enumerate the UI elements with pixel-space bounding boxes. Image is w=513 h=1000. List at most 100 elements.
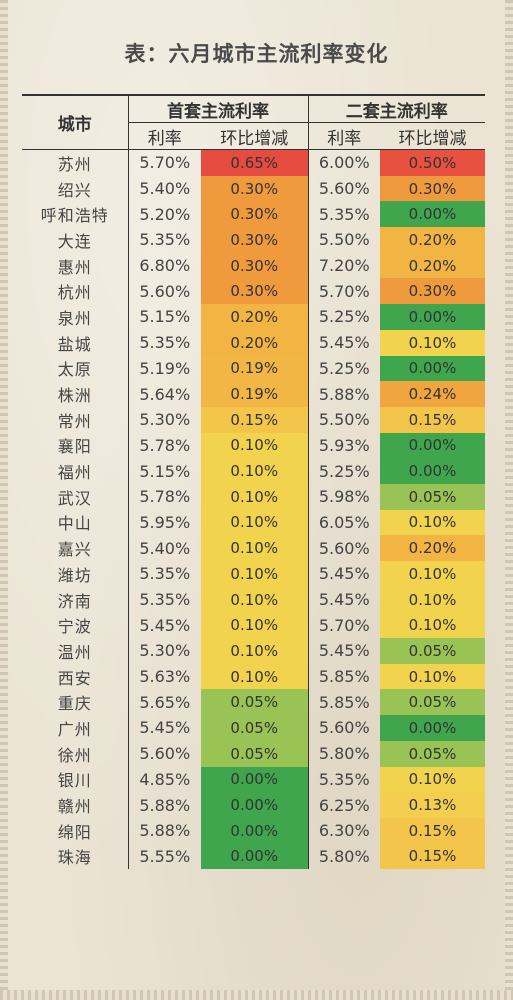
second-rate-cell: 5.88% [318, 384, 370, 404]
first-rate-cell: 5.19% [139, 358, 191, 378]
header-first-group: 首套主流利率 [128, 95, 309, 123]
table-row: 宁波 5.45% 0.10% 5.70% 0.10% [22, 612, 485, 639]
second-rate-cell: 5.50% [318, 230, 370, 250]
city-name: 银川 [22, 766, 129, 793]
table-row: 株洲 5.64% 0.19% 5.88% 0.24% [22, 381, 485, 407]
second-rate-cell: 5.85% [318, 692, 370, 712]
second-change-cell: 0.00% [380, 458, 485, 484]
city-name: 呼和浩特 [22, 201, 129, 228]
city-name: 惠州 [22, 252, 129, 279]
city-name: 重庆 [22, 689, 129, 716]
first-change-cell: 0.00% [201, 843, 309, 870]
city-name: 西安 [22, 663, 129, 690]
first-rate-cell: 5.78% [139, 487, 191, 507]
first-rate-cell: 5.35% [139, 333, 191, 353]
city-name: 杭州 [22, 278, 129, 305]
second-change-cell: 0.30% [380, 278, 485, 305]
city-name: 苏州 [22, 149, 129, 176]
first-rate-cell: 5.20% [139, 204, 191, 224]
first-rate-cell: 6.80% [139, 256, 191, 276]
table-row: 苏州 5.70% 0.65% 6.00% 0.50% [22, 149, 485, 176]
first-change-cell: 0.05% [201, 689, 309, 716]
table-row: 嘉兴 5.40% 0.10% 5.60% 0.20% [22, 535, 485, 561]
city-name: 温州 [22, 638, 129, 664]
first-change-cell: 0.30% [201, 201, 309, 228]
city-name: 赣州 [22, 792, 129, 818]
table-row: 泉州 5.15% 0.20% 5.25% 0.00% [22, 304, 485, 330]
second-change-cell: 0.10% [380, 766, 485, 793]
first-rate-cell: 5.15% [139, 461, 191, 481]
first-change-cell: 0.65% [201, 149, 309, 176]
second-change-cell: 0.30% [380, 175, 485, 202]
table-row: 绍兴 5.40% 0.30% 5.60% 0.30% [22, 175, 485, 202]
second-change-cell: 0.15% [380, 817, 485, 844]
second-change-cell: 0.00% [380, 715, 485, 741]
first-change-cell: 0.10% [201, 638, 309, 664]
first-change-cell: 0.10% [201, 586, 309, 613]
header-second-rate: 利率 [308, 122, 380, 150]
second-rate-cell: 5.45% [318, 590, 370, 610]
paper-edge-right [505, 0, 513, 1000]
first-rate-cell: 4.85% [139, 769, 191, 789]
second-rate-cell: 5.80% [318, 846, 370, 866]
first-rate-cell: 5.15% [139, 307, 191, 327]
first-change-cell: 0.19% [201, 355, 309, 382]
first-rate-cell: 5.40% [139, 179, 191, 199]
first-change-cell: 0.10% [201, 432, 309, 459]
second-change-cell: 0.10% [380, 663, 485, 690]
first-rate-cell: 5.35% [139, 564, 191, 584]
first-rate-cell: 5.30% [139, 410, 191, 430]
first-rate-cell: 5.88% [139, 821, 191, 841]
table-row: 绵阳 5.88% 0.00% 6.30% 0.15% [22, 817, 485, 844]
table-row: 赣州 5.88% 0.00% 6.25% 0.13% [22, 792, 485, 818]
table-row: 西安 5.63% 0.10% 5.85% 0.10% [22, 663, 485, 690]
city-name: 福州 [22, 458, 129, 484]
second-rate-cell: 5.35% [318, 204, 370, 224]
table-row: 太原 5.19% 0.19% 5.25% 0.00% [22, 355, 485, 382]
first-rate-cell: 5.78% [139, 435, 191, 455]
city-name: 泉州 [22, 304, 129, 330]
header-first-change: 环比增减 [201, 122, 309, 150]
header-second-group: 二套主流利率 [308, 95, 485, 123]
first-change-cell: 0.30% [201, 252, 309, 279]
first-rate-cell: 5.64% [139, 384, 191, 404]
header-second-change: 环比增减 [380, 122, 485, 150]
table-row: 盐城 5.35% 0.20% 5.45% 0.10% [22, 329, 485, 356]
table-row: 大连 5.35% 0.30% 5.50% 0.20% [22, 227, 485, 253]
first-rate-cell: 5.65% [139, 692, 191, 712]
second-change-cell: 0.00% [380, 355, 485, 382]
table-body: 苏州 5.70% 0.65% 6.00% 0.50% 绍兴 5.40% 0.30% 5.60% 0… [22, 149, 485, 870]
city-name: 常州 [22, 406, 129, 433]
second-rate-cell: 5.45% [318, 641, 370, 661]
table-row: 温州 5.30% 0.10% 5.45% 0.05% [22, 638, 485, 664]
first-rate-cell: 5.55% [139, 846, 191, 866]
second-rate-cell: 5.60% [318, 718, 370, 738]
city-name: 珠海 [22, 843, 129, 870]
paper-edge-left [0, 0, 8, 1000]
header-city: 城市 [22, 95, 129, 150]
first-change-cell: 0.10% [201, 458, 309, 484]
first-change-cell: 0.05% [201, 715, 309, 741]
rate-table: 城市 首套主流利率 二套主流利率 利率 环比增减 利率 环比增减 苏州 5.70%… [22, 94, 485, 870]
first-change-cell: 0.10% [201, 663, 309, 690]
second-change-cell: 0.50% [380, 149, 485, 176]
table-title: 表：六月城市主流利率变化 [124, 42, 389, 66]
second-change-cell: 0.05% [380, 740, 485, 767]
table-row: 银川 4.85% 0.00% 5.35% 0.10% [22, 766, 485, 793]
second-rate-cell: 6.30% [318, 821, 370, 841]
second-rate-cell: 5.45% [318, 564, 370, 584]
first-rate-cell: 5.35% [139, 590, 191, 610]
second-change-cell: 0.10% [380, 509, 485, 536]
first-change-cell: 0.10% [201, 535, 309, 561]
first-rate-cell: 5.30% [139, 641, 191, 661]
first-rate-cell: 5.88% [139, 795, 191, 815]
city-name: 宁波 [22, 612, 129, 639]
second-rate-cell: 6.00% [318, 153, 370, 173]
second-rate-cell: 5.70% [318, 615, 370, 635]
second-rate-cell: 5.70% [318, 281, 370, 301]
first-change-cell: 0.00% [201, 817, 309, 844]
first-change-cell: 0.30% [201, 175, 309, 202]
table-row: 广州 5.45% 0.05% 5.60% 0.00% [22, 715, 485, 741]
second-rate-cell: 5.25% [318, 307, 370, 327]
